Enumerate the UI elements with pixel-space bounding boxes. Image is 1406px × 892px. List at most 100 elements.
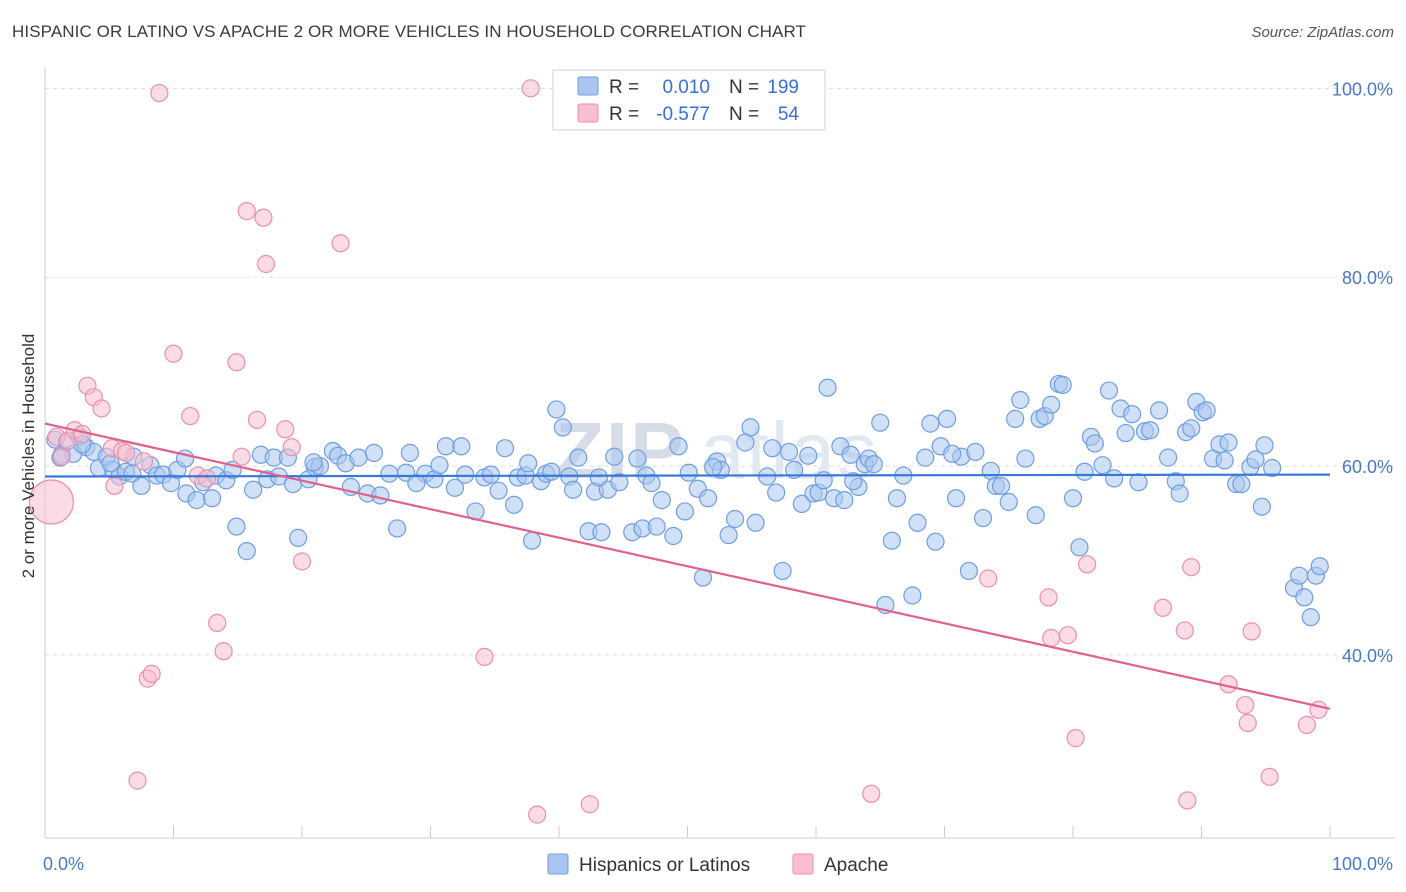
hispanics-point bbox=[564, 480, 583, 499]
hispanics-point bbox=[937, 409, 957, 428]
hispanics-point bbox=[380, 464, 399, 483]
apache-point bbox=[1153, 598, 1173, 617]
hispanics-point bbox=[679, 463, 698, 482]
y-tick-label: 80.0% bbox=[1342, 268, 1393, 288]
hispanics-point bbox=[841, 445, 860, 464]
hispanics-point bbox=[519, 454, 538, 473]
hispanics-point bbox=[1070, 538, 1089, 557]
apache-point bbox=[1242, 622, 1261, 641]
hispanics-point bbox=[542, 462, 561, 481]
hispanics-point bbox=[547, 400, 566, 419]
apache-point bbox=[475, 647, 494, 666]
hispanics-point bbox=[767, 483, 786, 502]
apache-point bbox=[247, 410, 267, 429]
hispanics-point bbox=[664, 526, 683, 546]
apache-point bbox=[331, 234, 350, 253]
hispanics-point bbox=[1006, 409, 1025, 428]
hispanics-point bbox=[1255, 436, 1274, 455]
hispanics-point bbox=[1170, 484, 1189, 503]
apache-point bbox=[1042, 628, 1061, 648]
hispanics-point bbox=[991, 476, 1011, 496]
apache-point bbox=[528, 805, 547, 824]
hispanics-point bbox=[1158, 448, 1178, 467]
hispanics-point bbox=[835, 491, 854, 510]
hispanics-point bbox=[430, 456, 449, 475]
hispanics-point bbox=[973, 508, 993, 528]
hispanics-point bbox=[569, 448, 588, 467]
hispanics-point bbox=[589, 468, 608, 487]
apache-point bbox=[1178, 791, 1197, 810]
hispanics-point bbox=[882, 531, 901, 550]
hispanics-point bbox=[785, 460, 804, 479]
apache-point bbox=[128, 771, 147, 790]
hispanics-point bbox=[1219, 433, 1238, 452]
hispanics-point bbox=[1290, 566, 1309, 585]
legend-n-value-2: 54 bbox=[778, 104, 800, 125]
apache-point bbox=[150, 83, 169, 103]
apache-point bbox=[1058, 626, 1077, 645]
hispanics-point bbox=[966, 442, 985, 462]
hispanics-point bbox=[903, 586, 922, 605]
series-legend: Hispanics or Latinos Apache bbox=[547, 853, 888, 876]
hispanics-point bbox=[400, 443, 420, 462]
hispanics-point bbox=[1053, 375, 1072, 394]
page-title: HISPANIC OR LATINO VS APACHE 2 OR MORE V… bbox=[12, 22, 807, 41]
hispanics-point bbox=[1093, 456, 1112, 475]
x-tick-label-max: 100.0% bbox=[1332, 854, 1393, 874]
hispanics-point bbox=[237, 542, 256, 561]
hispanics-point bbox=[1105, 469, 1124, 488]
hispanics-point bbox=[1232, 474, 1251, 494]
hispanics-point bbox=[871, 413, 890, 432]
hispanics-point bbox=[187, 491, 206, 510]
hispanics-point bbox=[1252, 497, 1271, 516]
legend-r-value-2: -0.577 bbox=[656, 104, 710, 125]
hispanics-point bbox=[999, 492, 1018, 512]
apache-point bbox=[1175, 621, 1194, 640]
bottom-legend-label-hispanics: Hispanics or Latinos bbox=[579, 855, 750, 876]
apache-point bbox=[28, 479, 75, 525]
hispanics-point bbox=[1263, 458, 1282, 478]
apache-point bbox=[1260, 767, 1279, 786]
hispanics-point bbox=[818, 378, 837, 397]
hispanics-point bbox=[364, 443, 384, 462]
apache-point bbox=[181, 406, 200, 426]
hispanics-point bbox=[779, 442, 799, 462]
legend-n-label-2: N = bbox=[729, 104, 759, 125]
hispanics-point bbox=[773, 561, 792, 581]
apache-point bbox=[227, 353, 246, 372]
hispanics-point bbox=[1182, 419, 1201, 438]
hispanics-point bbox=[1295, 588, 1314, 607]
legend-swatch-pink bbox=[577, 103, 599, 123]
hispanics-point bbox=[132, 476, 151, 496]
apache-trend-line bbox=[44, 422, 1331, 710]
apache-point bbox=[237, 202, 256, 221]
hispanics-point bbox=[407, 474, 426, 493]
hispanics-point bbox=[981, 461, 1000, 480]
hispanics-point bbox=[647, 517, 666, 536]
hispanics-point bbox=[1085, 434, 1104, 453]
x-tick-labels: 0.0% 100.0% bbox=[43, 854, 1393, 874]
hispanics-point bbox=[1215, 451, 1234, 470]
hispanics-point bbox=[1011, 390, 1030, 410]
apache-point bbox=[521, 79, 540, 98]
apache-point bbox=[256, 254, 276, 274]
apache-point bbox=[105, 476, 124, 496]
apache-point bbox=[1078, 555, 1097, 574]
hispanics-point bbox=[445, 478, 465, 497]
hispanics-point bbox=[959, 561, 979, 581]
hispanics-point bbox=[1116, 423, 1135, 443]
apache-point bbox=[862, 784, 881, 803]
hispanics-point bbox=[387, 519, 407, 538]
legend-n-label-1: N = bbox=[729, 77, 759, 98]
hispanics-point bbox=[289, 528, 308, 547]
series-hispanics-points bbox=[46, 374, 1329, 627]
apache-point bbox=[1236, 695, 1255, 715]
bottom-legend-label-apache: Apache bbox=[824, 855, 888, 876]
hispanics-point bbox=[522, 531, 542, 550]
hispanics-point bbox=[1042, 395, 1061, 414]
hispanics-point bbox=[864, 455, 883, 474]
hispanics-point bbox=[553, 418, 572, 437]
hispanics-point bbox=[1310, 557, 1329, 576]
hispanics-point bbox=[642, 474, 661, 493]
y-axis-title: 2 or more Vehicles in Household bbox=[19, 334, 38, 579]
